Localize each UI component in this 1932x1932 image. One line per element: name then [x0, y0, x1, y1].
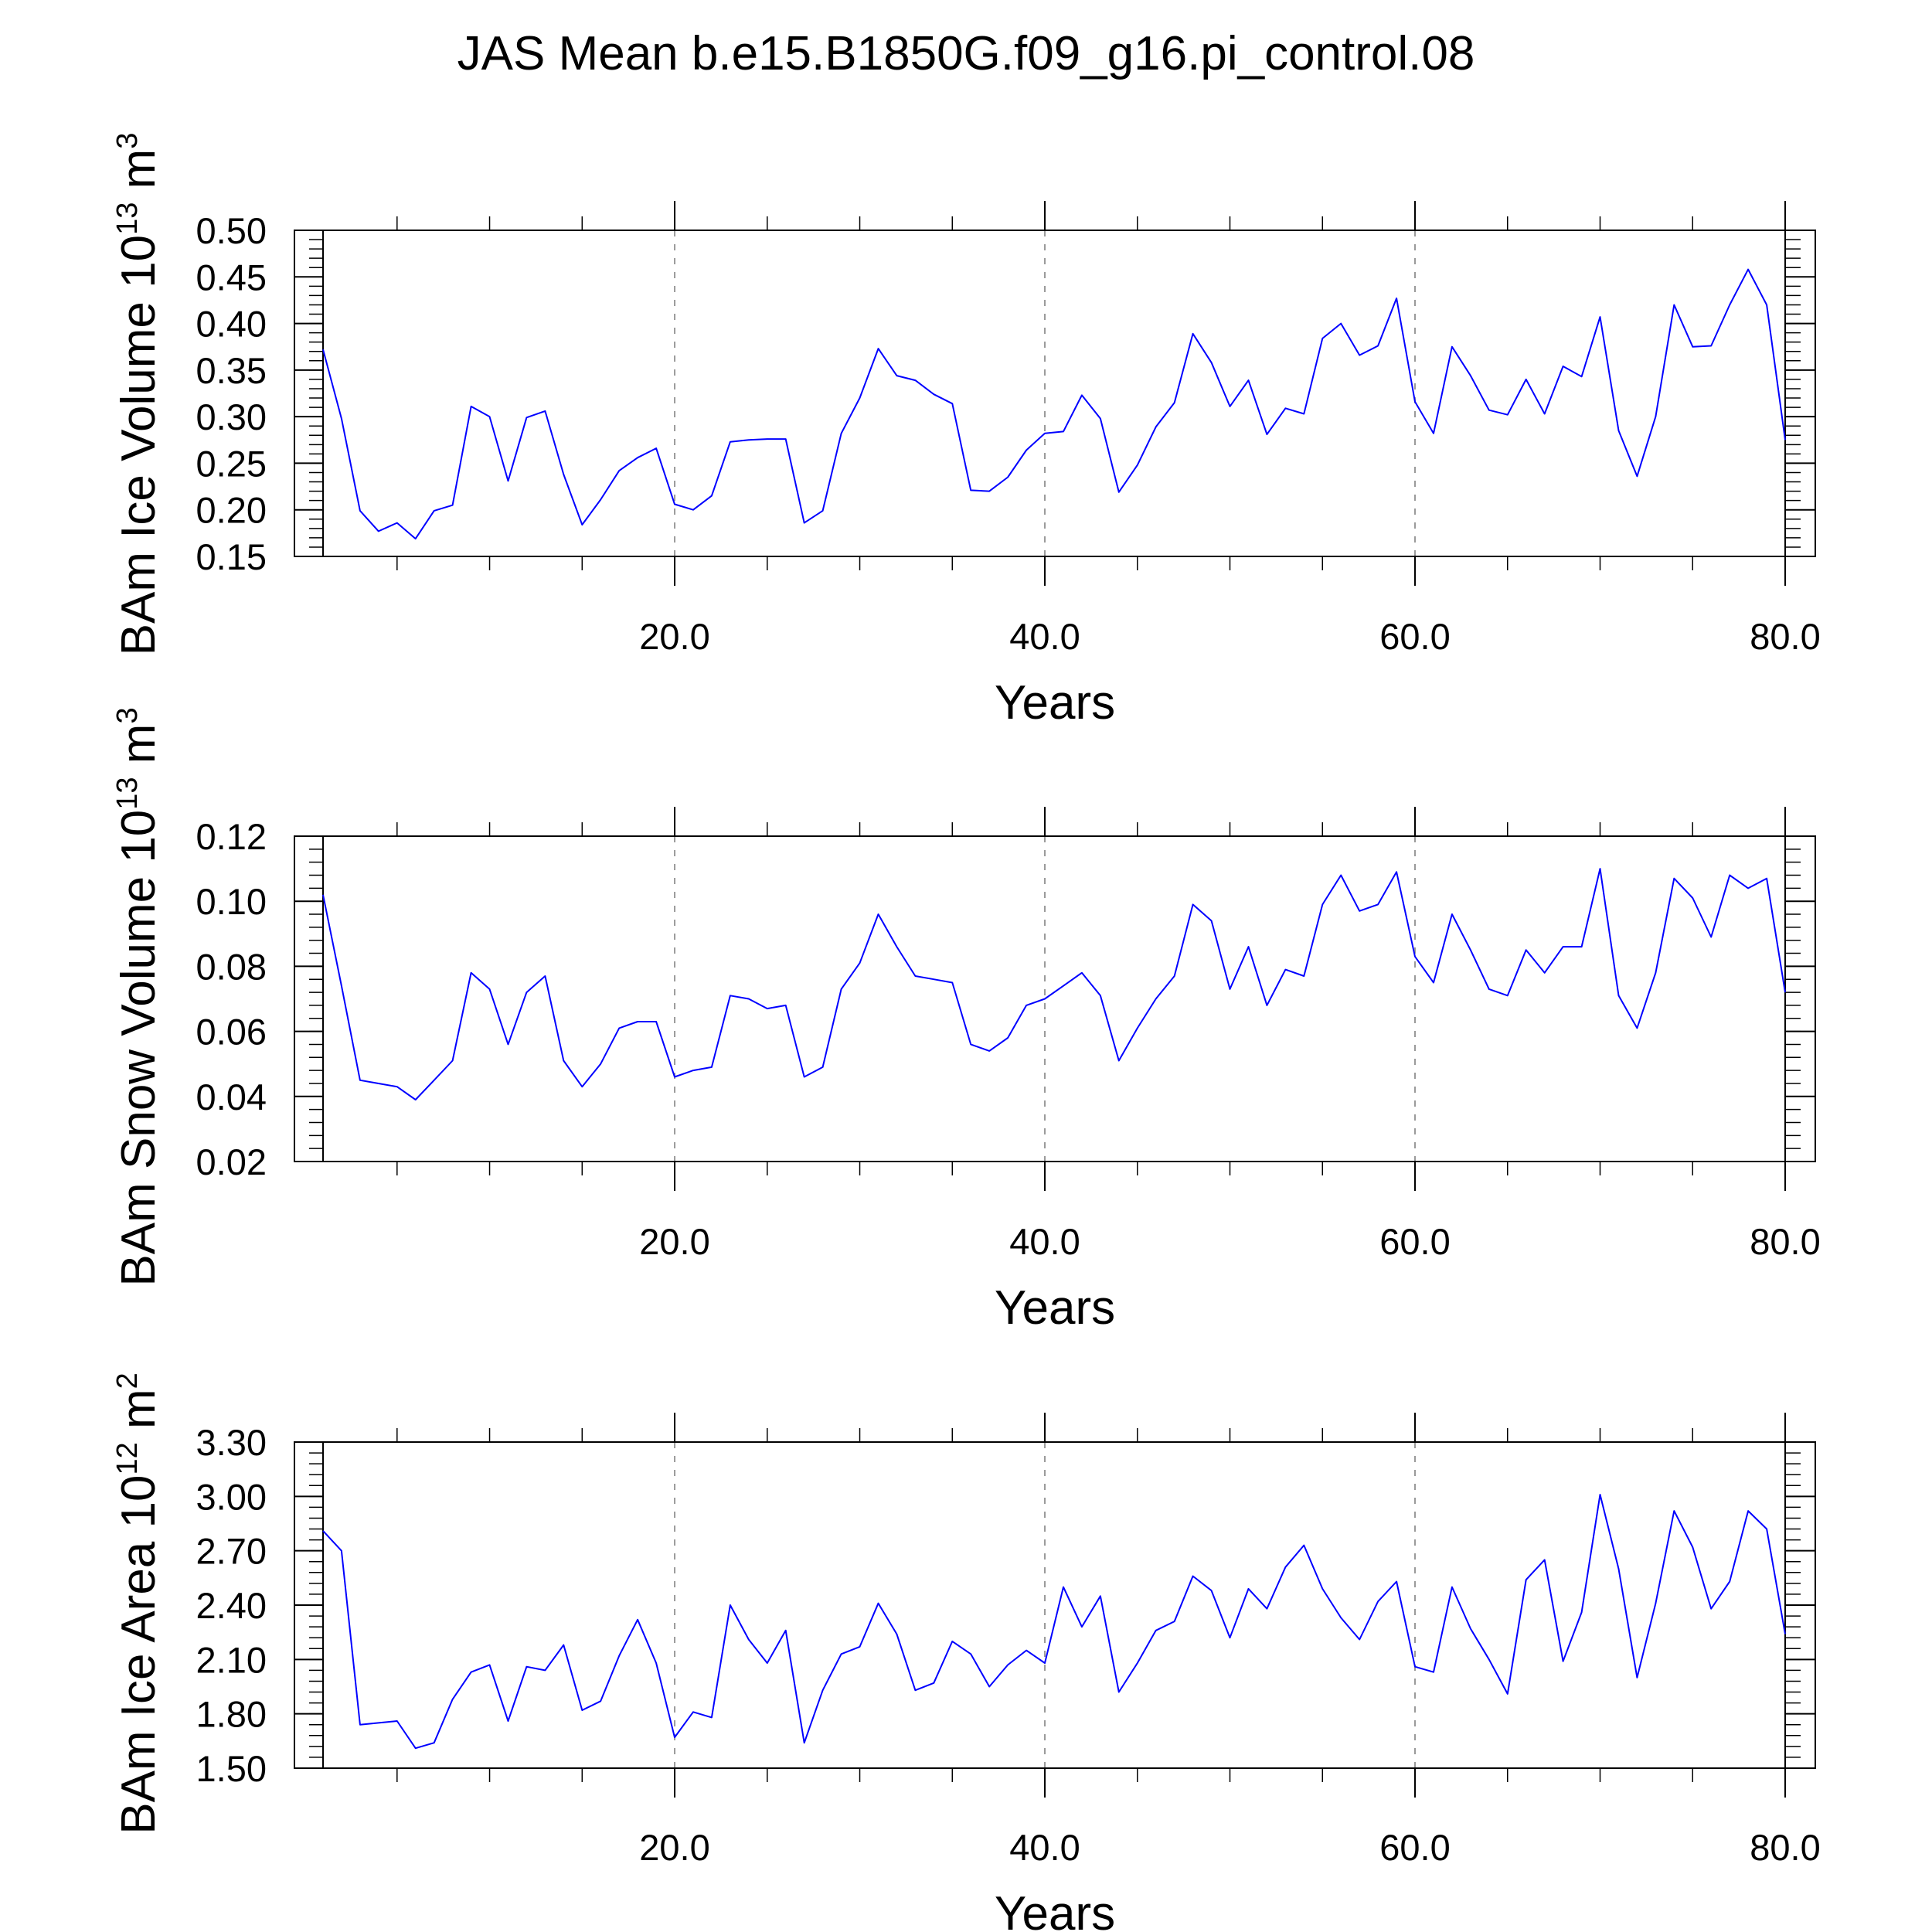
- y-axis-label-text: m: [112, 1389, 165, 1442]
- x-axis-label: Years: [995, 676, 1115, 730]
- y-tick-label: 0.25: [196, 443, 267, 484]
- chart-panel-1: 0.15 0.20 0.25 0.30 0.35 0.40 0.45 0.50 20.0 40.0…: [111, 133, 1821, 730]
- chart-panel-3: 1.50 1.80 2.10 2.40 2.70 3.00 3.30 20.0 40.0 60.0…: [111, 1372, 1821, 1932]
- chart-title: JAS Mean b.e15.B1850G.f09_g16.pi_control…: [457, 27, 1475, 80]
- x-tick-label: 40.0: [1009, 1221, 1080, 1262]
- y-tick-label: 0.10: [196, 881, 267, 922]
- y-tick-label: 2.10: [196, 1639, 267, 1680]
- y-tick-label: 0.06: [196, 1012, 267, 1053]
- y-axis-label-text: m: [112, 149, 165, 202]
- y-tick-label: 2.70: [196, 1531, 267, 1572]
- y-tick-label: 0.04: [196, 1077, 267, 1117]
- x-tick-label: 80.0: [1750, 1827, 1820, 1868]
- plot-frame: [294, 835, 1816, 1162]
- y-tick-label: 0.15: [196, 536, 267, 577]
- y-tick-label: 0.30: [196, 396, 267, 437]
- y-axis-label: BAm Ice Volume 1013 m3: [111, 133, 165, 656]
- y-axis-label: BAm Ice Area 1012 m2: [111, 1372, 165, 1835]
- x-tick-label: 80.0: [1750, 616, 1820, 657]
- y-tick-label: 2.40: [196, 1585, 267, 1626]
- x-axis-label: Years: [995, 1887, 1115, 1932]
- y-tick-label: 0.20: [196, 490, 267, 531]
- y-axis-label-superscript: 13: [111, 202, 144, 235]
- y-tick-label: 3.30: [196, 1422, 267, 1463]
- y-tick-label: 0.08: [196, 946, 267, 987]
- y-tick-label: 0.50: [196, 210, 267, 251]
- x-tick-label: 20.0: [639, 1827, 709, 1868]
- y-axis-label-text: BAm Ice Area 10: [112, 1475, 165, 1835]
- x-tick-label: 20.0: [639, 616, 709, 657]
- y-axis-label-superscript: 3: [111, 707, 144, 723]
- y-axis-label-superscript: 2: [111, 1372, 144, 1389]
- y-tick-label: 0.12: [196, 816, 267, 857]
- y-axis-label-text: BAm Snow Volume 10: [112, 810, 165, 1287]
- y-tick-label: 1.80: [196, 1694, 267, 1735]
- y-axis-label-text: BAm Ice Volume 10: [112, 235, 165, 656]
- x-tick-label: 40.0: [1009, 1827, 1080, 1868]
- y-axis-label-text: m: [112, 724, 165, 777]
- series-line: [322, 1494, 1786, 1750]
- y-axis-label-superscript: 3: [111, 133, 144, 149]
- y-tick-label: 1.50: [196, 1748, 267, 1789]
- plot-frame: [294, 230, 1816, 557]
- y-axis-label-superscript: 12: [111, 1442, 144, 1475]
- x-tick-label: 60.0: [1379, 1827, 1450, 1868]
- x-tick-label: 40.0: [1009, 616, 1080, 657]
- y-tick-label: 3.00: [196, 1476, 267, 1517]
- y-tick-label: 0.35: [196, 350, 267, 391]
- x-tick-label: 60.0: [1379, 1221, 1450, 1262]
- series-line: [322, 868, 1786, 1100]
- plot-frame: [294, 1441, 1816, 1769]
- x-axis-label: Years: [995, 1281, 1115, 1335]
- y-tick-label: 0.45: [196, 257, 267, 298]
- y-tick-label: 0.40: [196, 304, 267, 345]
- chart-panel-2: 0.02 0.04 0.06 0.08 0.10 0.12 20.0 40.0 60.0 80.0…: [111, 707, 1821, 1335]
- y-axis-label: BAm Snow Volume 1013 m3: [111, 707, 165, 1286]
- series-line: [322, 268, 1786, 540]
- x-tick-label: 60.0: [1379, 616, 1450, 657]
- y-tick-label: 0.02: [196, 1141, 267, 1182]
- x-tick-label: 80.0: [1750, 1221, 1820, 1262]
- x-tick-label: 20.0: [639, 1221, 709, 1262]
- y-axis-label-superscript: 13: [111, 777, 144, 809]
